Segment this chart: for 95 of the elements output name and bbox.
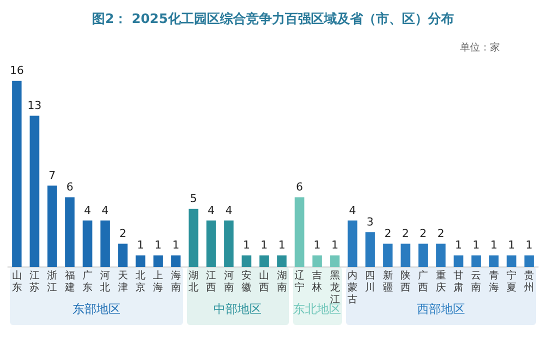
bar (348, 220, 358, 267)
x-tick-label: 广东 (82, 270, 92, 294)
data-label: 1 (137, 238, 144, 252)
data-label: 2 (119, 227, 126, 240)
data-label: 1 (526, 238, 533, 252)
x-tick-label: 河南 (224, 270, 234, 294)
x-tick-label: 北京 (136, 270, 146, 294)
data-label: 1 (508, 238, 515, 252)
data-label: 1 (154, 238, 162, 252)
data-label: 4 (349, 204, 356, 217)
data-label: 4 (102, 204, 109, 217)
data-label: 13 (28, 99, 42, 112)
bar (136, 255, 146, 267)
bar (277, 255, 287, 267)
text: 西部地区 (416, 302, 465, 316)
text: 中部地区 (214, 302, 262, 316)
bar (242, 255, 252, 267)
bar (365, 232, 375, 267)
bar (65, 197, 75, 267)
bar (294, 197, 304, 267)
bar (47, 186, 57, 267)
data-label: 4 (208, 204, 215, 217)
data-label: 4 (225, 204, 232, 217)
data-label: 7 (48, 168, 56, 182)
x-tick-label: 青海 (488, 270, 499, 294)
data-label: 2 (402, 227, 409, 240)
bar (312, 255, 322, 267)
x-tick-label: 吉林 (311, 270, 322, 294)
x-tick-label: 新疆 (382, 270, 393, 294)
bar (206, 220, 216, 267)
data-label: 16 (10, 64, 24, 78)
bar (30, 116, 40, 267)
bar (171, 255, 181, 267)
data-label: 1 (172, 238, 180, 252)
x-tick-label: 天津 (118, 270, 128, 294)
x-tick-label: 山西 (259, 270, 270, 294)
bar (524, 255, 534, 267)
bar (436, 244, 446, 267)
data-label: 1 (314, 238, 321, 252)
data-label: 1 (331, 238, 338, 252)
data-label: 6 (296, 180, 303, 194)
x-tick-label: 江西 (206, 270, 216, 294)
x-tick-label: 海南 (170, 270, 181, 294)
data-label: 1 (243, 238, 250, 252)
x-tick-label: 云南 (471, 270, 482, 294)
x-tick-label: 湖南 (276, 270, 287, 294)
bar (400, 244, 410, 267)
bar (506, 255, 516, 267)
data-label: 2 (437, 227, 444, 240)
bar (489, 255, 499, 267)
text: 东部地区 (72, 302, 120, 316)
bar (224, 220, 234, 267)
x-tick-label: 广西 (418, 270, 428, 294)
data-label: 1 (455, 238, 462, 252)
x-tick-label: 宁夏 (506, 270, 516, 294)
x-tick-label: 四川 (365, 270, 376, 294)
x-tick-label: 贵州 (524, 270, 534, 294)
bar (118, 244, 128, 267)
data-label: 1 (278, 238, 286, 252)
data-label: 2 (420, 227, 427, 240)
bar (12, 80, 22, 267)
data-label: 6 (66, 180, 74, 194)
x-tick-label: 重庆 (436, 270, 446, 294)
text: 单位：家 (460, 42, 500, 54)
x-tick-label: 辽宁 (294, 270, 304, 294)
x-tick-label: 福建 (64, 270, 75, 294)
bar (82, 220, 92, 267)
chart-title: 图2： 2025化工园区综合竞争力百强区域及省（市、区）分布 (92, 11, 454, 28)
bar (153, 255, 163, 267)
data-label: 3 (366, 215, 374, 228)
x-tick-label: 安徽 (242, 270, 252, 294)
bar (100, 220, 110, 267)
bar (330, 255, 340, 267)
x-tick-label: 内蒙古 (348, 270, 358, 306)
bar (454, 255, 464, 267)
bar (418, 244, 428, 267)
data-label: 1 (472, 238, 480, 252)
data-label: 1 (490, 238, 498, 252)
x-tick-label: 山东 (12, 270, 22, 294)
bar (471, 255, 481, 267)
x-tick-label: 甘肃 (454, 270, 464, 294)
x-tick-label: 河北 (100, 270, 110, 294)
data-label: 1 (260, 238, 268, 252)
x-tick-label: 陕西 (400, 270, 410, 294)
text: 东北地区 (293, 302, 342, 316)
x-tick-label: 浙江 (47, 270, 58, 294)
x-tick-label: 湖北 (188, 270, 198, 294)
x-tick-label: 上海 (153, 270, 164, 294)
x-tick-label: 江苏 (30, 270, 40, 294)
data-label: 2 (384, 227, 392, 240)
bar (383, 244, 393, 267)
data-label: 4 (84, 204, 91, 217)
bar (188, 208, 198, 267)
data-label: 5 (190, 192, 197, 206)
bar (259, 255, 269, 267)
